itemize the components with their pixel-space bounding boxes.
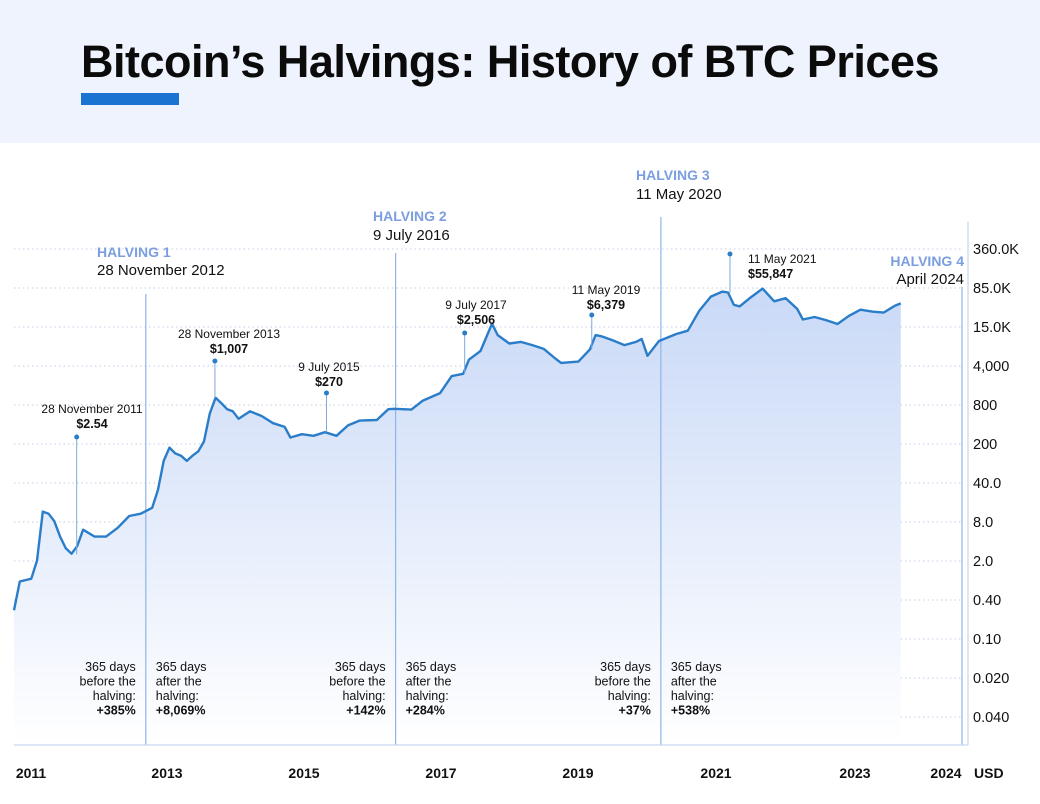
annotation-dot bbox=[323, 390, 329, 396]
x-tick-label: 2024 bbox=[930, 765, 961, 781]
annotation-date: 11 May 2019 bbox=[572, 283, 641, 297]
period-change-value: +142% bbox=[346, 704, 385, 718]
halving-date: 28 November 2012 bbox=[97, 262, 225, 279]
y-tick-label: 360.0K bbox=[973, 242, 1019, 258]
halving-date: 11 May 2020 bbox=[636, 186, 722, 203]
annotation-price: $1,007 bbox=[210, 342, 248, 356]
annotation-dot bbox=[727, 251, 733, 257]
halving-label: HALVING 3 bbox=[636, 167, 710, 183]
period-change-value: +37% bbox=[619, 704, 651, 718]
y-tick-label: 15.0K bbox=[973, 320, 1011, 336]
y-tick-label: 2.0 bbox=[973, 554, 993, 570]
period-change-text: 365 days bbox=[335, 660, 386, 674]
y-axis-unit: USD bbox=[974, 765, 1004, 781]
x-tick-label: 2013 bbox=[151, 765, 182, 781]
y-tick-label: 0.040 bbox=[973, 710, 1009, 726]
annotation-price: $270 bbox=[315, 375, 343, 389]
halving-label: HALVING 4 bbox=[890, 253, 964, 269]
period-change-value: +385% bbox=[97, 704, 136, 718]
annotation-dot bbox=[74, 434, 80, 440]
y-tick-label: 8.0 bbox=[973, 515, 993, 531]
period-change-text: after the bbox=[671, 675, 717, 689]
y-tick-label: 0.020 bbox=[973, 671, 1009, 687]
period-change-text: 365 days bbox=[85, 660, 136, 674]
x-tick-label: 2023 bbox=[839, 765, 870, 781]
annotation-date: 9 July 2015 bbox=[298, 360, 360, 374]
chart-title: Bitcoin’s Halvings: History of BTC Price… bbox=[81, 36, 940, 87]
y-tick-label: 40.0 bbox=[973, 476, 1001, 492]
period-change-text: 365 days bbox=[156, 660, 207, 674]
period-change-text: halving: bbox=[93, 689, 136, 703]
annotation-price: $55,847 bbox=[748, 267, 793, 281]
period-change-text: 365 days bbox=[671, 660, 722, 674]
y-tick-label: 0.40 bbox=[973, 593, 1001, 609]
halving-date: April 2024 bbox=[896, 271, 964, 288]
y-tick-label: 0.10 bbox=[973, 632, 1001, 648]
period-change-value: +284% bbox=[406, 704, 445, 718]
annotation-date: 28 November 2011 bbox=[41, 402, 143, 416]
annotation-price: $2.54 bbox=[76, 417, 107, 431]
y-tick-label: 200 bbox=[973, 437, 997, 453]
period-change-text: halving: bbox=[156, 689, 199, 703]
x-tick-label: 2015 bbox=[288, 765, 319, 781]
period-change-text: halving: bbox=[406, 689, 449, 703]
halving-date: 9 July 2016 bbox=[373, 227, 450, 244]
period-change-value: +538% bbox=[671, 704, 710, 718]
period-change-text: before the bbox=[595, 675, 651, 689]
halving-label: HALVING 2 bbox=[373, 208, 447, 224]
period-change-text: before the bbox=[329, 675, 385, 689]
annotation-date: 28 November 2013 bbox=[178, 327, 280, 341]
x-tick-label: 2011 bbox=[16, 765, 47, 781]
period-change-text: halving: bbox=[608, 689, 651, 703]
x-tick-label: 2021 bbox=[700, 765, 731, 781]
period-change-value: +8,069% bbox=[156, 704, 206, 718]
title-accent-bar bbox=[81, 93, 179, 105]
halving-label: HALVING 1 bbox=[97, 244, 171, 260]
annotation-date: 11 May 2021 bbox=[748, 252, 817, 266]
annotation-price: $2,506 bbox=[457, 313, 495, 327]
period-change-text: halving: bbox=[671, 689, 714, 703]
x-tick-label: 2017 bbox=[425, 765, 456, 781]
period-change-text: after the bbox=[406, 675, 452, 689]
period-change-text: halving: bbox=[342, 689, 385, 703]
period-change-text: before the bbox=[80, 675, 136, 689]
header-banner: Bitcoin’s Halvings: History of BTC Price… bbox=[0, 0, 1040, 143]
annotation-dot bbox=[212, 358, 218, 364]
period-change-text: 365 days bbox=[406, 660, 457, 674]
y-tick-label: 4,000 bbox=[973, 359, 1009, 375]
y-tick-label: 800 bbox=[973, 398, 997, 414]
annotation-dot bbox=[589, 312, 595, 318]
annotation-price: $6,379 bbox=[587, 298, 625, 312]
y-tick-label: 85.0K bbox=[973, 281, 1011, 297]
period-change-text: 365 days bbox=[600, 660, 651, 674]
price-area bbox=[14, 288, 901, 745]
annotation-date: 9 July 2017 bbox=[445, 298, 507, 312]
x-tick-label: 2019 bbox=[562, 765, 593, 781]
annotation-dot bbox=[462, 330, 468, 336]
price-line bbox=[12, 287, 902, 611]
period-change-text: after the bbox=[156, 675, 202, 689]
